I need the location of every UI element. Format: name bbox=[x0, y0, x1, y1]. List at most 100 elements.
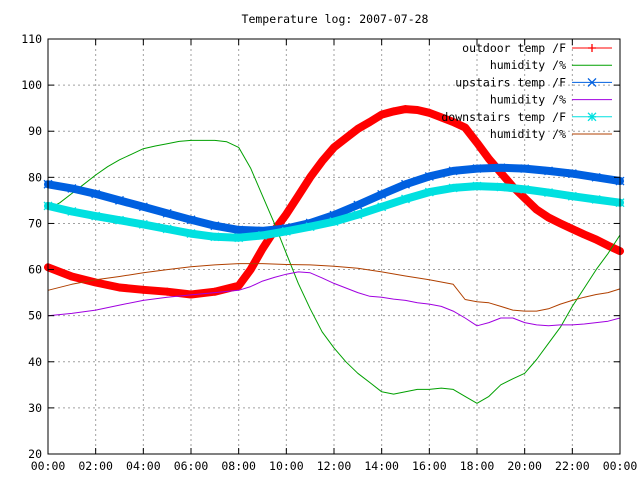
data-point bbox=[389, 107, 398, 116]
x-tick-label: 00:00 bbox=[31, 459, 66, 473]
legend-marker bbox=[587, 77, 597, 87]
x-tick-label: 22:00 bbox=[555, 459, 590, 473]
data-point bbox=[294, 191, 303, 200]
data-point bbox=[556, 219, 565, 228]
legend-entry: humidity /% bbox=[490, 58, 612, 72]
data-point bbox=[591, 172, 601, 182]
legend-label: humidity /% bbox=[490, 127, 566, 141]
data-point bbox=[568, 224, 577, 233]
y-tick-label: 60 bbox=[28, 263, 42, 277]
x-tick-label: 16:00 bbox=[412, 459, 447, 473]
data-point bbox=[472, 164, 482, 174]
data-point bbox=[162, 224, 172, 234]
data-point bbox=[305, 222, 315, 232]
data-point bbox=[353, 124, 362, 133]
data-point bbox=[448, 183, 458, 193]
data-point bbox=[580, 230, 589, 239]
data-point bbox=[258, 230, 267, 240]
data-point bbox=[437, 113, 446, 122]
legend-label: humidity /% bbox=[490, 93, 566, 107]
data-point bbox=[604, 241, 613, 250]
data-point bbox=[330, 143, 338, 152]
y-tick-label: 80 bbox=[28, 170, 42, 184]
x-tick-label: 14:00 bbox=[364, 459, 399, 473]
legend-marker bbox=[588, 44, 596, 52]
series-4 bbox=[47, 271, 621, 327]
series-line bbox=[47, 271, 621, 327]
data-point bbox=[138, 219, 148, 229]
data-point bbox=[210, 287, 219, 296]
data-point bbox=[139, 285, 148, 294]
data-point bbox=[472, 181, 482, 191]
legend-label: humidity /% bbox=[490, 58, 566, 72]
x-tick-label: 06:00 bbox=[174, 459, 209, 473]
data-point bbox=[210, 221, 220, 231]
data-point bbox=[115, 195, 124, 205]
data-point bbox=[424, 187, 434, 197]
data-point bbox=[544, 213, 553, 222]
data-point bbox=[377, 189, 387, 199]
data-point bbox=[401, 179, 410, 189]
data-point bbox=[246, 265, 255, 274]
data-point bbox=[413, 106, 422, 115]
data-point bbox=[115, 283, 124, 292]
data-point bbox=[449, 118, 458, 126]
data-point bbox=[567, 169, 577, 179]
data-point bbox=[544, 188, 553, 198]
y-tick-label: 20 bbox=[28, 447, 42, 461]
x-tick-label: 04:00 bbox=[126, 459, 161, 473]
legend-label: outdoor temp /F bbox=[462, 41, 566, 55]
data-point bbox=[544, 166, 553, 176]
data-point bbox=[496, 182, 506, 192]
legend-marker bbox=[587, 112, 597, 122]
data-point bbox=[234, 225, 244, 235]
data-point bbox=[353, 200, 363, 210]
data-point bbox=[592, 235, 601, 244]
legend-entry: outdoor temp /F bbox=[462, 41, 612, 55]
y-tick-label: 70 bbox=[28, 216, 42, 230]
y-tick-label: 30 bbox=[28, 401, 42, 415]
legend-entry: downstairs temp /F bbox=[441, 110, 612, 124]
data-point bbox=[115, 215, 124, 225]
data-point bbox=[91, 211, 101, 221]
data-point bbox=[532, 205, 541, 214]
legend-label: upstairs temp /F bbox=[455, 75, 566, 89]
data-point bbox=[520, 184, 530, 194]
x-tick-label: 18:00 bbox=[460, 459, 495, 473]
data-point bbox=[473, 138, 481, 147]
data-point bbox=[520, 194, 529, 203]
data-point bbox=[448, 166, 458, 176]
legend: outdoor temp /F humidity /% upstairs temp … bbox=[441, 41, 612, 141]
x-tick-label: 12:00 bbox=[317, 459, 352, 473]
axis-ticks: 00:00 02:00 04:00 06:00 08:00 10:00 12:00 14:00… bbox=[21, 32, 637, 473]
legend-label: downstairs temp /F bbox=[441, 110, 566, 124]
data-point bbox=[401, 194, 410, 204]
data-point bbox=[341, 134, 350, 143]
data-point bbox=[234, 281, 243, 290]
legend-entry: upstairs temp /F bbox=[455, 75, 612, 89]
data-point bbox=[281, 226, 291, 236]
data-point bbox=[138, 202, 148, 212]
series-line bbox=[47, 263, 621, 312]
data-point bbox=[567, 191, 577, 201]
data-point bbox=[186, 229, 196, 239]
data-point bbox=[162, 208, 172, 218]
data-point bbox=[258, 244, 267, 253]
data-point bbox=[377, 110, 386, 119]
series-line bbox=[47, 139, 621, 404]
data-point bbox=[67, 206, 77, 216]
y-tick-label: 100 bbox=[21, 78, 42, 92]
x-tick-label: 08:00 bbox=[221, 459, 256, 473]
y-tick-label: 40 bbox=[28, 355, 42, 369]
data-point bbox=[461, 123, 470, 132]
data-point bbox=[520, 164, 530, 174]
data-point bbox=[67, 183, 77, 193]
x-tick-label: 00:00 bbox=[603, 459, 638, 473]
data-point bbox=[353, 210, 363, 220]
data-point bbox=[186, 215, 196, 225]
data-point bbox=[210, 232, 220, 242]
data-point bbox=[318, 157, 327, 166]
